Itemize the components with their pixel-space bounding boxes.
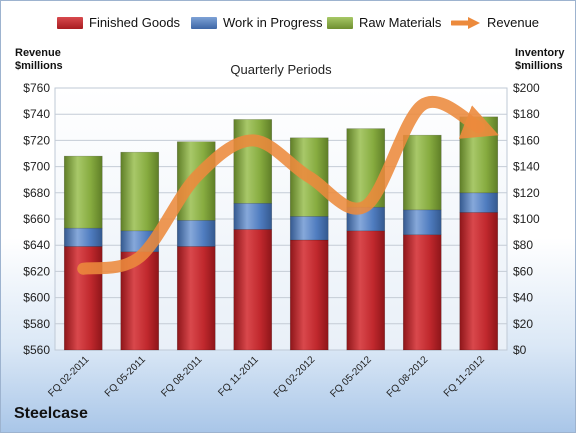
right-tick-label: $160 xyxy=(513,133,540,147)
bar-raw-materials xyxy=(402,134,442,211)
x-tick-label: FQ 05-2012 xyxy=(328,354,374,400)
right-tick-label: $120 xyxy=(513,186,540,200)
bar-work-in-progress xyxy=(233,202,273,230)
left-tick-label: $740 xyxy=(23,107,50,121)
left-tick-label: $760 xyxy=(23,81,50,95)
legend-swatch xyxy=(327,16,353,29)
right-axis-title: Inventory $millions xyxy=(515,47,565,73)
legend-label: Revenue xyxy=(487,15,540,30)
left-tick-label: $580 xyxy=(23,317,50,331)
legend-label: Work in Progress xyxy=(223,15,323,30)
right-tick-label: $60 xyxy=(513,264,533,278)
bar-finished-goods xyxy=(176,246,216,351)
legend-arrow-icon xyxy=(451,16,480,29)
bar-work-in-progress xyxy=(63,227,103,247)
bar-finished-goods xyxy=(289,239,329,351)
left-tick-label: $620 xyxy=(23,264,50,278)
x-tick-label: FQ 11-2011 xyxy=(216,354,261,399)
legend-label: Raw Materials xyxy=(359,15,442,30)
right-axis-ticks: $0 $20 $40 $60 $80 $100 $120 $140 $160 $180 $200 xyxy=(513,81,540,357)
left-axis-title-line2: $millions xyxy=(15,60,63,72)
bar-finished-goods xyxy=(459,212,499,351)
right-tick-label: $180 xyxy=(513,107,540,121)
left-axis-title-line1: Revenue xyxy=(15,47,61,59)
left-tick-label: $680 xyxy=(23,186,50,200)
chart-subtitle: Quarterly Periods xyxy=(230,62,332,77)
bar-work-in-progress xyxy=(402,209,442,236)
right-tick-label: $20 xyxy=(513,317,533,331)
right-tick-label: $80 xyxy=(513,238,533,252)
legend-item-finished-goods: Finished Goods xyxy=(57,15,180,30)
left-tick-label: $660 xyxy=(23,212,50,226)
bar-finished-goods xyxy=(63,246,103,351)
legend-item-work-in-progress: Work in Progress xyxy=(191,15,322,30)
legend-swatch xyxy=(57,16,83,29)
left-axis-title: Revenue $millions xyxy=(15,47,63,73)
legend-item-revenue: Revenue xyxy=(451,15,539,30)
x-tick-label: FQ 11-2012 xyxy=(442,354,487,399)
left-tick-label: $720 xyxy=(23,133,50,147)
bar-raw-materials xyxy=(63,155,103,229)
legend: Finished Goods Work in Progress Raw Mate… xyxy=(1,15,576,35)
right-tick-label: $140 xyxy=(513,160,540,174)
x-tick-label: FQ 02-2012 xyxy=(272,354,318,400)
x-axis-ticks: FQ 02-2011 FQ 05-2011 FQ 08-2011 FQ 11-2011… xyxy=(46,354,487,400)
bar-work-in-progress xyxy=(176,220,216,247)
bar-finished-goods xyxy=(233,229,273,351)
legend-label: Finished Goods xyxy=(89,15,181,30)
right-axis-title-line2: $millions xyxy=(515,60,563,72)
company-name: Steelcase xyxy=(14,405,88,422)
legend-item-raw-materials: Raw Materials xyxy=(327,15,441,30)
left-tick-label: $700 xyxy=(23,160,50,174)
right-tick-label: $100 xyxy=(513,212,540,226)
left-tick-label: $600 xyxy=(23,291,50,305)
right-axis-title-line1: Inventory xyxy=(515,47,565,59)
left-tick-label: $560 xyxy=(23,343,50,357)
x-tick-label: FQ 08-2012 xyxy=(385,354,431,400)
left-tick-label: $640 xyxy=(23,238,50,252)
x-tick-label: FQ 02-2011 xyxy=(46,354,91,399)
right-tick-label: $200 xyxy=(513,81,540,95)
bar-work-in-progress xyxy=(459,192,499,213)
legend-swatch xyxy=(191,16,217,29)
revenue-line-series xyxy=(77,96,499,275)
bar-raw-materials xyxy=(233,119,273,204)
left-axis-ticks: $560 $580 $600 $620 $640 $660 $680 $700 $720 $740… xyxy=(23,81,50,357)
bar-work-in-progress xyxy=(289,216,329,241)
x-tick-label: FQ 05-2011 xyxy=(103,354,148,399)
bar-finished-goods xyxy=(402,234,442,351)
x-tick-label: FQ 08-2011 xyxy=(159,354,204,399)
right-tick-label: $40 xyxy=(513,291,533,305)
bar-series xyxy=(63,116,499,351)
bar-finished-goods xyxy=(346,230,386,351)
right-tick-label: $0 xyxy=(513,343,527,357)
bar-raw-materials xyxy=(120,151,160,232)
revenue-line xyxy=(77,96,499,275)
